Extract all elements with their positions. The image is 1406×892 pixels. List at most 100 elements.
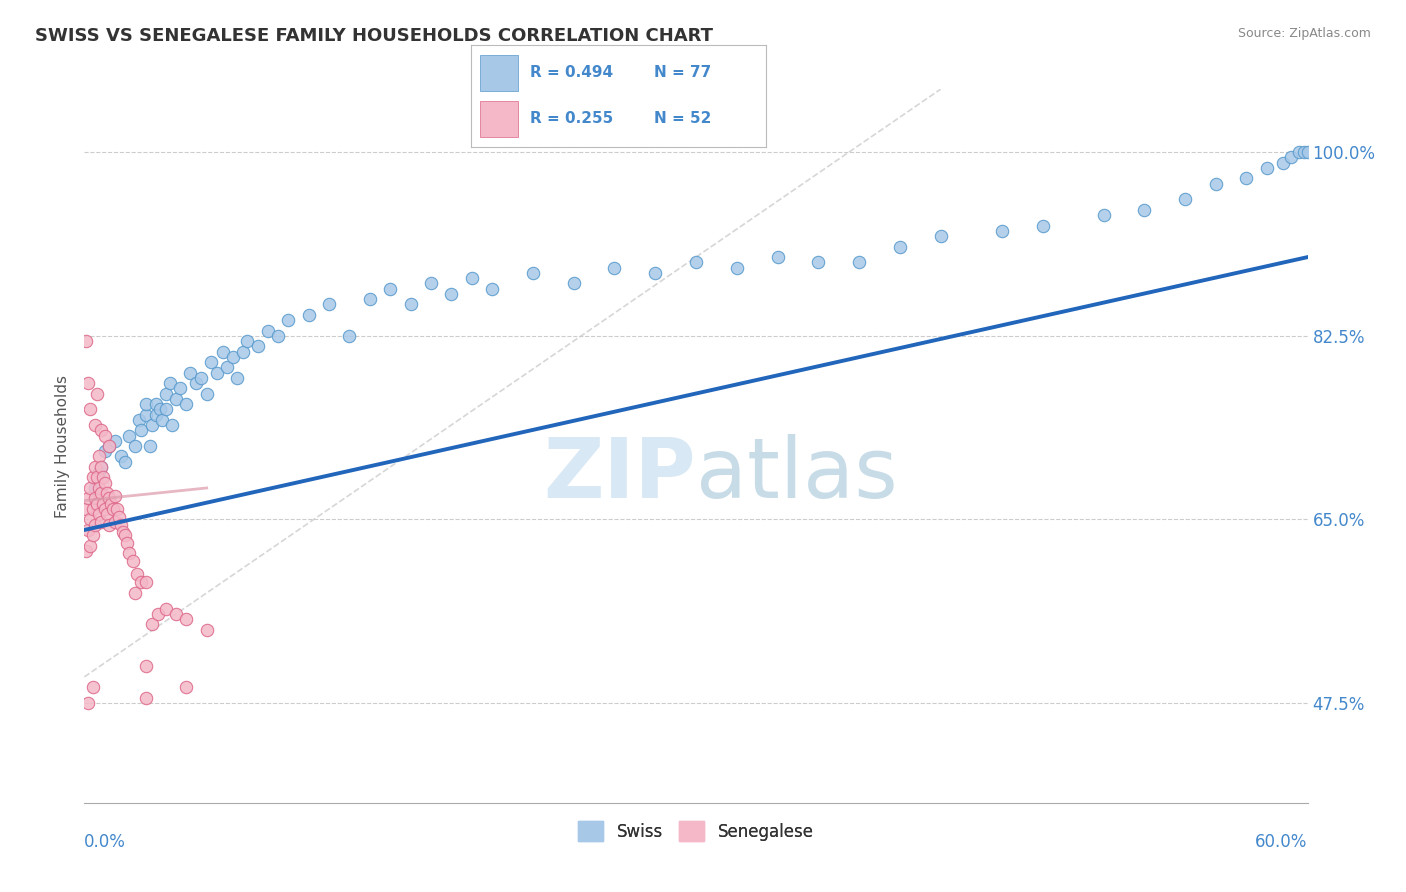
Point: [75, 334, 97, 348]
Point: [91, 497, 114, 511]
Point: [217, 360, 239, 375]
Text: N = 77: N = 77: [654, 65, 711, 80]
Point: [104, 515, 127, 529]
Point: [114, 528, 136, 542]
Point: [848, 255, 870, 269]
Point: [86, 497, 108, 511]
Point: [93, 475, 115, 490]
Point: [174, 397, 197, 411]
Point: [277, 313, 299, 327]
Point: [97, 439, 120, 453]
Point: [77, 376, 100, 390]
Y-axis label: Family Households: Family Households: [55, 375, 70, 517]
Point: [135, 575, 157, 590]
Point: [195, 623, 218, 637]
Point: [165, 607, 187, 621]
Point: [127, 567, 149, 582]
Point: [83, 481, 105, 495]
Point: [135, 408, 157, 422]
Point: [79, 481, 101, 495]
Point: [131, 575, 153, 590]
Point: [118, 428, 141, 442]
Point: [90, 486, 112, 500]
Point: [146, 607, 169, 621]
Point: [135, 397, 157, 411]
Point: [122, 554, 145, 568]
Text: 60.0%: 60.0%: [1256, 833, 1308, 851]
Point: [190, 371, 212, 385]
Point: [149, 402, 172, 417]
Point: [115, 535, 138, 549]
Point: [195, 386, 218, 401]
Point: [75, 502, 97, 516]
Point: [1256, 161, 1278, 175]
Point: [138, 439, 160, 453]
Point: [87, 481, 110, 495]
Point: [90, 423, 112, 437]
Point: [135, 659, 157, 673]
Point: [124, 586, 146, 600]
Point: [1296, 145, 1319, 160]
Point: [112, 524, 135, 539]
Point: [82, 681, 104, 695]
Point: [186, 376, 208, 390]
Point: [135, 690, 157, 705]
Point: [128, 413, 150, 427]
Point: [79, 512, 101, 526]
Point: [141, 417, 163, 432]
Point: [110, 517, 132, 532]
Point: [145, 408, 167, 422]
Point: [159, 376, 181, 390]
Point: [205, 366, 228, 380]
Point: [91, 470, 114, 484]
Point: [179, 366, 201, 380]
Point: [141, 617, 163, 632]
Point: [82, 502, 104, 516]
Point: [1032, 219, 1054, 233]
Point: [212, 344, 235, 359]
Point: [257, 324, 280, 338]
Point: [101, 502, 124, 516]
Point: [644, 266, 666, 280]
Point: [165, 392, 187, 406]
Text: SWISS VS SENEGALESE FAMILY HOUSEHOLDS CORRELATION CHART: SWISS VS SENEGALESE FAMILY HOUSEHOLDS CO…: [35, 27, 713, 45]
Text: ZIP: ZIP: [544, 434, 696, 515]
Point: [93, 444, 115, 458]
Point: [991, 224, 1014, 238]
Point: [82, 470, 104, 484]
Point: [1174, 193, 1197, 207]
Point: [104, 434, 127, 448]
Point: [226, 371, 249, 385]
FancyBboxPatch shape: [479, 55, 519, 91]
Point: [155, 402, 177, 417]
Point: [118, 546, 141, 560]
Point: [169, 381, 191, 395]
Point: [83, 491, 105, 506]
Point: [145, 397, 167, 411]
Point: [236, 334, 259, 348]
Point: [77, 491, 100, 506]
Point: [318, 297, 340, 311]
Point: [90, 515, 112, 529]
Point: [93, 428, 115, 442]
Point: [87, 450, 110, 464]
Point: [97, 517, 120, 532]
Point: [105, 502, 128, 516]
Text: R = 0.255: R = 0.255: [530, 112, 613, 127]
Point: [298, 308, 321, 322]
Point: [83, 417, 105, 432]
Point: [399, 297, 422, 311]
Point: [232, 344, 254, 359]
Point: [108, 510, 131, 524]
Point: [200, 355, 222, 369]
Point: [889, 239, 911, 253]
Point: [440, 286, 463, 301]
Point: [90, 460, 112, 475]
Point: [420, 277, 443, 291]
Text: 0.0%: 0.0%: [84, 833, 127, 851]
Point: [1092, 208, 1115, 222]
Point: [150, 413, 173, 427]
Point: [86, 386, 108, 401]
Point: [603, 260, 626, 275]
Point: [96, 507, 118, 521]
